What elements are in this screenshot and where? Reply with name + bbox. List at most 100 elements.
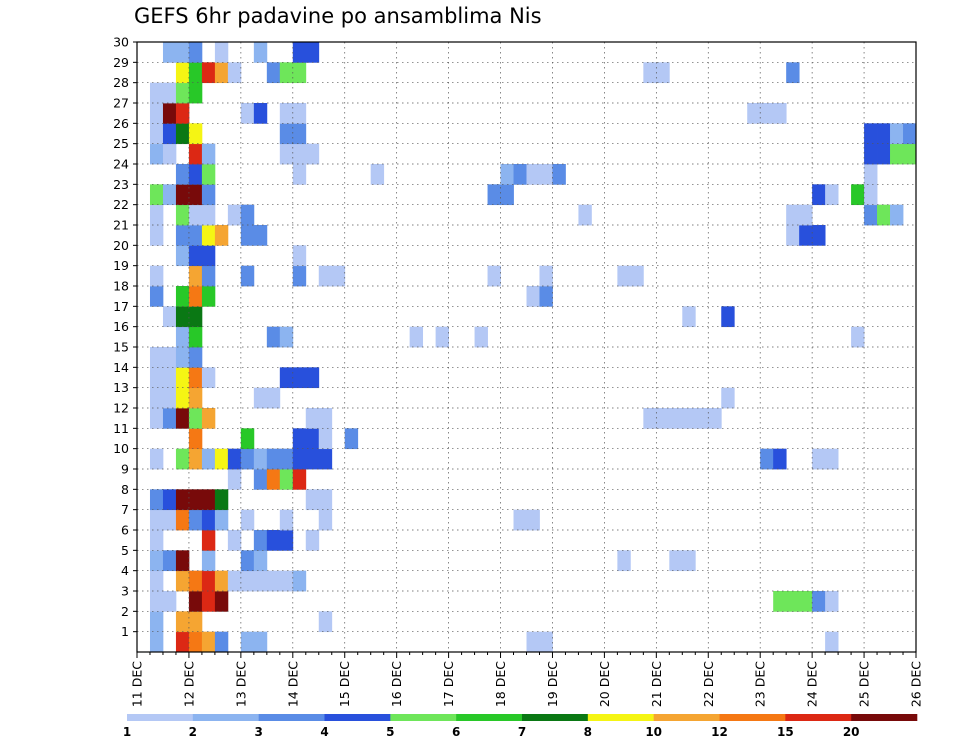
scale-label: 6 xyxy=(452,725,460,739)
heatmap-cell xyxy=(227,469,242,490)
heatmap-cell xyxy=(214,42,229,63)
heatmap-cell xyxy=(292,448,307,470)
heatmap-cell xyxy=(318,408,333,429)
heatmap-cell xyxy=(188,326,203,348)
heatmap-cell xyxy=(175,448,190,470)
heatmap-cell xyxy=(799,591,813,612)
heatmap-cell xyxy=(643,408,657,429)
y-tick-label: 12 xyxy=(113,401,129,416)
heatmap-cell xyxy=(305,42,320,63)
heatmap-cell xyxy=(708,408,722,429)
y-tick-label: 25 xyxy=(113,136,129,151)
heatmap-cell xyxy=(682,306,696,328)
y-tick-label: 20 xyxy=(113,238,129,253)
heatmap-cell xyxy=(188,184,203,206)
grid-lines xyxy=(137,42,916,652)
heatmap-cell xyxy=(175,570,190,592)
y-tick-label: 15 xyxy=(113,340,129,355)
heatmap-cell xyxy=(149,611,164,633)
heatmap-cell xyxy=(188,387,203,409)
y-tick-label: 14 xyxy=(113,360,129,375)
heatmap-cell xyxy=(149,387,164,409)
heatmap-cell xyxy=(773,448,787,470)
x-tick-label: 20 DEC xyxy=(597,661,612,707)
heatmap-cell xyxy=(149,204,164,226)
heatmap-cell xyxy=(240,204,255,226)
heatmap-cell xyxy=(149,225,164,246)
heatmap-cell xyxy=(292,164,307,185)
y-tick-label: 27 xyxy=(113,96,129,111)
heatmap-cell xyxy=(175,82,190,104)
heatmap-cell xyxy=(149,591,164,612)
heatmap-cell xyxy=(851,184,865,206)
heatmap-cell xyxy=(227,570,242,592)
heatmap-cell xyxy=(292,367,307,389)
heatmap-cell xyxy=(552,164,566,185)
heatmap-cell xyxy=(643,62,657,84)
x-tick-label: 19 DEC xyxy=(545,661,560,707)
heatmap-cell xyxy=(656,62,670,84)
heatmap-cell xyxy=(188,489,203,511)
scale-swatch xyxy=(324,714,391,721)
heatmap-cell xyxy=(188,448,203,470)
scale-swatch xyxy=(851,714,918,721)
heatmap-cell xyxy=(149,530,164,551)
heatmap-cell xyxy=(435,326,449,348)
chart-title: GEFS 6hr padavine po ansamblima Nis xyxy=(134,4,542,28)
scale-swatch xyxy=(522,714,589,721)
heatmap-cell xyxy=(175,225,190,246)
heatmap-cell xyxy=(175,123,190,145)
scale-swatch xyxy=(653,714,720,721)
x-tick-label: 18 DEC xyxy=(493,661,508,707)
heatmap-cell xyxy=(240,550,255,572)
heatmap-cell xyxy=(266,62,281,84)
heatmap-cell xyxy=(253,225,268,246)
heatmap-cell xyxy=(201,204,216,226)
heatmap-cell xyxy=(149,184,164,206)
heatmap-cell xyxy=(188,408,203,429)
heatmap-cell xyxy=(292,570,307,592)
scale-label: 8 xyxy=(584,725,592,739)
heatmap-cell xyxy=(318,509,333,531)
heatmap-cell xyxy=(149,550,164,572)
heatmap-cell xyxy=(214,448,229,470)
heatmap-cell xyxy=(201,591,216,612)
heatmap-cell xyxy=(162,367,177,389)
heatmap-cell xyxy=(292,143,307,165)
heatmap-cell xyxy=(266,530,281,551)
scale-swatch xyxy=(719,714,786,721)
heatmap-cell xyxy=(175,509,190,531)
scale-swatch xyxy=(258,714,325,721)
heatmap-cell xyxy=(305,530,320,551)
heatmap-cell xyxy=(227,204,242,226)
heatmap-cell xyxy=(162,82,177,104)
heatmap-cell xyxy=(617,265,631,287)
heatmap-cell xyxy=(201,448,216,470)
heatmap-cell xyxy=(656,408,670,429)
heatmap-cell xyxy=(292,428,307,450)
x-tick-label: 14 DEC xyxy=(285,661,300,707)
heatmap-cell xyxy=(240,570,255,592)
heatmap-cell xyxy=(279,143,294,165)
heatmap-cell xyxy=(825,184,839,206)
scale-swatch xyxy=(785,714,852,721)
heatmap-cell xyxy=(175,103,190,124)
scale-swatch xyxy=(587,714,654,721)
heatmap-cell xyxy=(175,62,190,84)
heatmap-cell xyxy=(292,62,307,84)
y-tick-label: 22 xyxy=(113,197,129,212)
heatmap-cell xyxy=(279,530,294,551)
color-scale-legend: 1 2 3 4 5 6 7 8 10 12 15 20 xyxy=(123,714,918,739)
heatmap-cell xyxy=(201,408,216,429)
heatmap-cell xyxy=(149,82,164,104)
heatmap-cell xyxy=(318,489,333,511)
heatmap-cell xyxy=(305,448,320,470)
heatmap-cell xyxy=(188,42,203,63)
heatmap-cell xyxy=(162,509,177,531)
heatmap-cell xyxy=(279,509,294,531)
y-tick-label: 10 xyxy=(113,441,129,456)
scale-swatch xyxy=(127,714,194,721)
x-tick-label: 22 DEC xyxy=(701,661,716,707)
heatmap-cell xyxy=(175,387,190,409)
